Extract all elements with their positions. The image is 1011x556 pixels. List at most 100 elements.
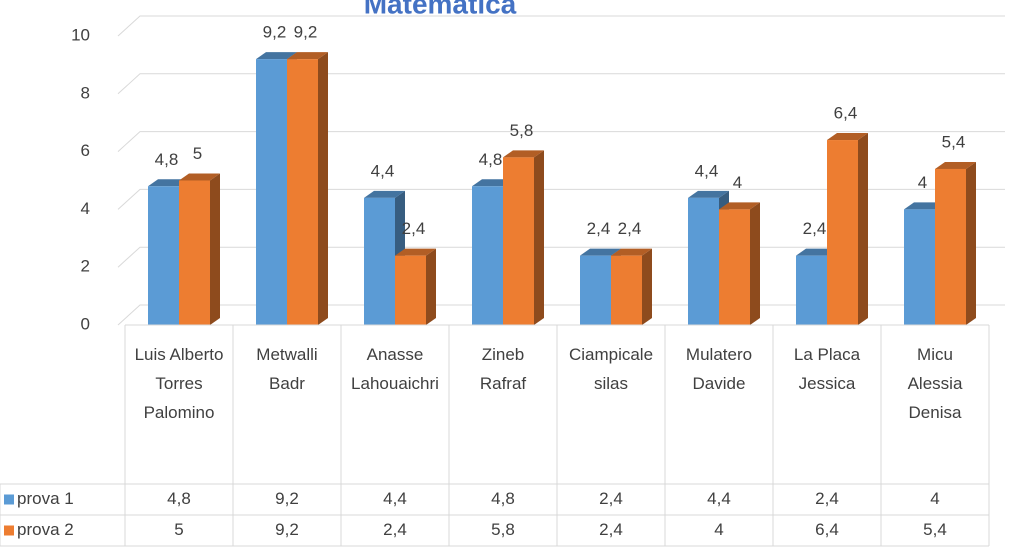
table-cell: 5,8 bbox=[491, 520, 515, 539]
x-tick-label: Metwalli Badr bbox=[256, 345, 318, 393]
data-label: 9,2 bbox=[263, 23, 287, 42]
table-cell: 5 bbox=[174, 520, 183, 539]
table-cell: 4,4 bbox=[707, 489, 731, 508]
bar-front bbox=[935, 168, 966, 325]
bar-top bbox=[580, 248, 621, 256]
grid-line bbox=[117, 304, 1005, 326]
bar-top bbox=[503, 150, 544, 158]
bar-top bbox=[472, 179, 513, 187]
table-cell: 2,4 bbox=[599, 520, 623, 539]
table-cell: 4,4 bbox=[383, 489, 407, 508]
table-cell: 4,8 bbox=[491, 489, 515, 508]
data-label: 5 bbox=[193, 144, 202, 163]
x-tick-label: Anasse Lahouaichri bbox=[351, 345, 439, 393]
table-cell: 9,2 bbox=[275, 520, 299, 539]
grid-line bbox=[117, 73, 1005, 95]
bar-top bbox=[611, 248, 652, 256]
bar-front bbox=[580, 255, 611, 325]
data-label: 5,4 bbox=[942, 132, 966, 151]
data-label: 2,4 bbox=[803, 219, 827, 238]
data-label: 2,4 bbox=[587, 219, 611, 238]
bar-side bbox=[210, 173, 220, 325]
x-tick-label: Mulatero Davide bbox=[685, 345, 753, 393]
table-cell: 5,4 bbox=[923, 520, 947, 539]
bar-front bbox=[719, 209, 750, 325]
chart-title: Matematica bbox=[364, 0, 517, 19]
table-cell: 6,4 bbox=[815, 520, 839, 539]
bar-top bbox=[688, 190, 729, 198]
x-tick-label: Zineb Rafraf bbox=[479, 345, 527, 393]
data-label: 4,8 bbox=[155, 150, 179, 169]
bar-front bbox=[796, 255, 827, 325]
bar-top bbox=[904, 202, 945, 210]
bar bbox=[935, 161, 976, 325]
bar bbox=[395, 248, 436, 325]
bar-front bbox=[364, 197, 395, 325]
bar-front bbox=[472, 186, 503, 325]
bar bbox=[611, 248, 652, 325]
y-tick-label: 8 bbox=[81, 83, 90, 102]
data-label: 4 bbox=[733, 173, 742, 192]
bar-top bbox=[395, 248, 436, 256]
bar-top bbox=[796, 248, 837, 256]
bar-side bbox=[318, 52, 328, 326]
bar-front bbox=[287, 59, 318, 326]
table-cell: 9,2 bbox=[275, 489, 299, 508]
table-cell: 4,8 bbox=[167, 489, 191, 508]
bar-front bbox=[827, 140, 858, 325]
bar-top bbox=[364, 190, 405, 198]
y-tick-label: 4 bbox=[81, 199, 90, 218]
x-tick-label: Luis Alberto Torres Palomino bbox=[134, 345, 224, 422]
table-cell: 4 bbox=[714, 520, 723, 539]
table-cell: 2,4 bbox=[815, 489, 839, 508]
bar-top bbox=[179, 173, 220, 181]
bar-front bbox=[179, 180, 210, 325]
bar-side bbox=[534, 150, 544, 325]
grid-line bbox=[117, 246, 1005, 268]
bar bbox=[719, 202, 760, 325]
grid-line bbox=[117, 188, 1005, 210]
bar bbox=[179, 173, 220, 325]
grid-line bbox=[117, 15, 1005, 37]
bar-front bbox=[611, 255, 642, 325]
data-label: 2,4 bbox=[618, 219, 642, 238]
bar-side bbox=[858, 133, 868, 325]
bar-side bbox=[750, 202, 760, 325]
bar bbox=[827, 133, 868, 325]
bar-front bbox=[688, 197, 719, 325]
data-label: 4,4 bbox=[695, 161, 719, 180]
bar-side bbox=[642, 248, 652, 325]
legend-swatch bbox=[4, 494, 14, 505]
data-label: 2,4 bbox=[402, 219, 426, 238]
bar-front bbox=[395, 255, 426, 325]
bar-side bbox=[426, 248, 436, 325]
data-label: 4,8 bbox=[479, 150, 503, 169]
data-label: 6,4 bbox=[834, 104, 858, 123]
legend-label: prova 2 bbox=[17, 520, 74, 539]
table-cell: 4 bbox=[930, 489, 939, 508]
bar-top bbox=[935, 161, 976, 169]
data-label: 4 bbox=[918, 173, 927, 192]
x-tick-label: Ciampicale silas bbox=[568, 345, 654, 393]
data-label: 9,2 bbox=[294, 23, 318, 42]
legend-label: prova 1 bbox=[17, 489, 74, 508]
y-tick-label: 2 bbox=[81, 257, 90, 276]
bar bbox=[503, 150, 544, 325]
y-tick-label: 0 bbox=[81, 314, 90, 333]
bar-top bbox=[256, 52, 297, 60]
bar bbox=[287, 52, 328, 326]
x-tick-label: Micu Alessia Denisa bbox=[907, 345, 963, 422]
y-tick-label: 6 bbox=[81, 141, 90, 160]
bar-top bbox=[287, 52, 328, 60]
bar-top bbox=[148, 179, 189, 187]
table-cell: 2,4 bbox=[599, 489, 623, 508]
y-tick-label: 10 bbox=[71, 25, 90, 44]
bar-front bbox=[904, 209, 935, 325]
table-cell: 2,4 bbox=[383, 520, 407, 539]
grid-line bbox=[117, 131, 1005, 152]
bar-top bbox=[827, 133, 868, 141]
bar-front bbox=[256, 59, 287, 326]
data-label: 4,4 bbox=[371, 161, 395, 180]
